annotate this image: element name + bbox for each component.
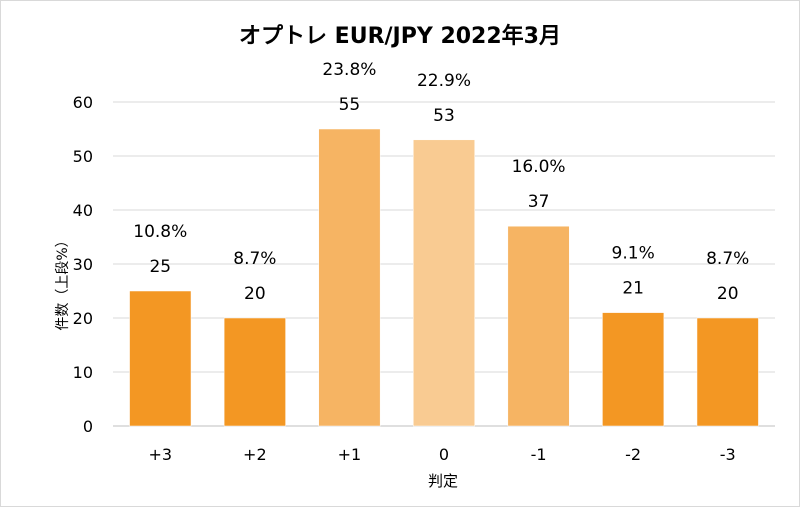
percent-label: 23.8% [322,60,376,80]
value-label: 20 [244,284,266,304]
y-tick-label: 40 [73,201,93,220]
bar--1 [507,225,570,427]
y-tick-label: 10 [73,363,93,382]
value-label: 55 [339,95,361,115]
x-tick-label: -2 [625,445,641,464]
bar-0 [413,139,475,427]
x-tick-label: 0 [439,445,449,464]
y-tick-label: 30 [73,255,93,274]
percent-label: 8.7% [706,249,749,269]
bar--3 [696,317,759,427]
x-tick-label: +2 [243,445,267,464]
y-tick-label: 60 [73,93,93,112]
value-label: 53 [433,106,455,126]
y-tick-label: 0 [83,417,93,436]
percent-label: 10.8% [133,222,187,242]
value-label: 25 [149,257,171,277]
y-tick-labels: 0 10 20 30 40 50 60 [73,93,93,436]
percent-label: 22.9% [417,71,471,91]
bars [129,128,759,427]
bar-+1 [318,128,381,427]
y-tick-label: 50 [73,147,93,166]
bar-+2 [223,317,286,427]
percent-label: 16.0% [512,157,566,177]
chart-title: オプトレ EUR/JPY 2022年3月 [239,24,561,49]
x-tick-label: -3 [720,445,736,464]
x-tick-labels: +3 +2 +1 0 -1 -2 -3 [148,445,735,464]
x-tick-label: +1 [338,445,362,464]
value-label: 20 [717,284,739,304]
y-tick-label: 20 [73,309,93,328]
bar-+3 [129,290,192,427]
bar--2 [602,312,665,427]
data-labels: 25 10.8% 20 8.7% 55 23.8% 53 22.9% 37 16.0% 21 9.1%… [133,60,749,304]
x-axis-label: 判定 [427,472,458,490]
value-label: 37 [528,192,550,212]
x-tick-label: +3 [148,445,172,464]
value-label: 21 [622,279,644,299]
x-tick-label: -1 [531,445,547,464]
percent-label: 9.1% [612,244,655,264]
percent-label: 8.7% [233,249,276,269]
